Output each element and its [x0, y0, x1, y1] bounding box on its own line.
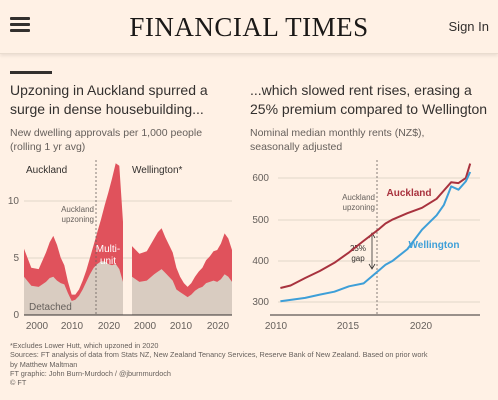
- gap-label-line2: gap: [351, 254, 365, 263]
- right-y-tick-300: 300: [252, 297, 269, 308]
- gap-label-line1: 25%: [350, 244, 366, 253]
- left-chart-title: Upzoning in Auckland spurred a surge in …: [10, 81, 208, 119]
- auckland-panel-label: Auckland: [26, 165, 67, 176]
- right-y-tick-500: 500: [252, 215, 269, 226]
- wellington-detached-area: [132, 269, 232, 315]
- left-title-line1: Upzoning in Auckland spurred a: [10, 82, 208, 98]
- wellington-rent-line: [280, 171, 472, 303]
- footnote: *Excludes Lower Hutt, which upzoned in 2…: [10, 341, 490, 387]
- article-accent-bar: [10, 71, 52, 74]
- right-chart-title: ...which slowed rent rises, erasing a 25…: [250, 81, 487, 119]
- multi-unit-label-line2: unit: [100, 256, 116, 267]
- left-y-tick-0: 0: [13, 310, 19, 321]
- wellington-x-tick-2000: 2000: [134, 321, 157, 332]
- multi-unit-label-line1: Multi-: [96, 244, 120, 255]
- right-x-tick-2015: 2015: [337, 321, 360, 332]
- auckland-rent-line: [280, 163, 472, 289]
- right-title-line1: ...which slowed rent rises, erasing a: [250, 82, 472, 98]
- auckland-x-tick-2000: 2000: [26, 321, 49, 332]
- right-x-tick-2010: 2010: [265, 321, 288, 332]
- left-y-tick-10: 10: [8, 196, 20, 207]
- wellington-line-label: Wellington: [409, 240, 460, 251]
- site-header: FINANCIAL TIMES Sign In: [0, 0, 498, 54]
- left-chart-subtitle: New dwelling approvals per 1,000 people …: [10, 126, 202, 154]
- footnote-line4: FT graphic: John Burn-Murdoch / @jburnmu…: [10, 368, 171, 378]
- footnote-line1: *Excludes Lower Hutt, which upzoned in 2…: [10, 341, 159, 350]
- left-y-tick-5: 5: [13, 253, 19, 264]
- right-x-tick-2020: 2020: [410, 321, 433, 332]
- right-subtitle-line2: seasonally adjusted: [250, 141, 343, 153]
- footnote-line3: by Matthew Maltman: [10, 359, 78, 369]
- right-subtitle-line1: Nominal median monthly rents (NZ$),: [250, 127, 425, 139]
- detached-label: Detached: [29, 302, 72, 313]
- left-title-line2: surge in dense housebuilding...: [10, 101, 204, 117]
- wellington-panel-label: Wellington*: [132, 165, 183, 176]
- right-upzoning-label-line1: Auckland: [342, 193, 375, 202]
- left-subtitle-line1: New dwelling approvals per 1,000 people: [10, 127, 203, 139]
- auckland-detached-area: [24, 261, 123, 315]
- left-upzoning-label-line1: Auckland: [61, 205, 94, 214]
- right-gridlines: [278, 177, 480, 303]
- wellington-x-tick-2010: 2010: [170, 321, 193, 332]
- right-y-tick-600: 600: [252, 173, 269, 184]
- left-subtitle-line2: (rolling 1 yr avg): [10, 141, 86, 153]
- right-title-line2: 25% premium compared to Wellington: [250, 101, 488, 117]
- wellington-x-tick-2020: 2020: [207, 321, 230, 332]
- right-upzoning-label-line2: upzoning: [343, 203, 375, 212]
- right-y-tick-400: 400: [252, 256, 269, 267]
- left-upzoning-label-line2: upzoning: [62, 215, 94, 224]
- auckland-x-tick-2020: 2020: [98, 321, 121, 332]
- rent-lines-chart: [280, 163, 472, 303]
- auckland-line-label: Auckland: [386, 188, 431, 199]
- right-chart-subtitle: Nominal median monthly rents (NZ$), seas…: [250, 126, 424, 154]
- gap-arrow: [368, 232, 376, 270]
- sign-in-link[interactable]: Sign In: [448, 19, 489, 34]
- footnote-line5: © FT: [10, 378, 27, 388]
- auckland-approvals-chart: [24, 163, 123, 315]
- wellington-approvals-chart: [132, 228, 232, 315]
- masthead-logo[interactable]: FINANCIAL TIMES: [129, 12, 369, 42]
- hamburger-menu-icon[interactable]: [10, 17, 30, 33]
- auckland-x-tick-2010: 2010: [61, 321, 84, 332]
- footnote-line2: Sources: FT analysis of data from Stats …: [10, 350, 428, 360]
